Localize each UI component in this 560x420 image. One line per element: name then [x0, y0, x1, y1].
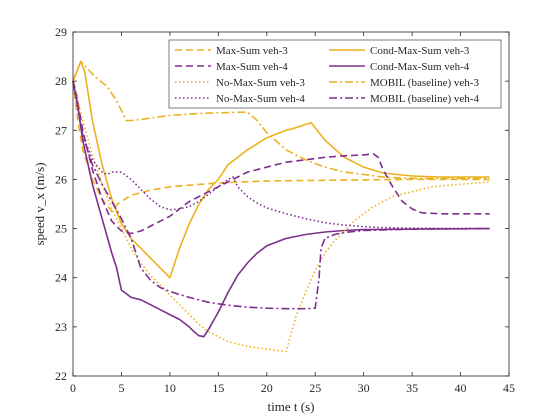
- y-tick-label: 26: [55, 172, 67, 186]
- y-tick-label: 24: [55, 271, 67, 285]
- y-tick-label: 23: [55, 320, 67, 334]
- legend-label: No-Max-Sum veh-3: [216, 77, 305, 89]
- series-line-3: [72, 80, 490, 235]
- x-tick-label: 30: [358, 381, 370, 395]
- series-line-6: [72, 60, 490, 180]
- legend-label: Max-Sum veh-4: [216, 61, 288, 73]
- y-tick-label: 25: [55, 222, 67, 236]
- x-tick-label: 5: [118, 381, 124, 395]
- legend-box: [168, 39, 502, 109]
- y-tick-label: 29: [55, 25, 67, 39]
- x-tick-label: 45: [503, 381, 515, 395]
- x-tick-label: 35: [406, 381, 418, 395]
- series-line-8: [72, 80, 490, 310]
- legend-label: No-Max-Sum veh-4: [216, 93, 305, 105]
- axes-frame: [72, 31, 510, 377]
- legend: Max-Sum veh-3 Cond-Max-Sum veh-3 Max-Sum v…: [168, 39, 502, 109]
- legend-label: MOBIL (baseline) veh-3: [370, 77, 479, 89]
- y-tick-label: 22: [55, 369, 67, 383]
- x-tick-label: 0: [70, 381, 76, 395]
- x-tick-label: 15: [212, 381, 224, 395]
- x-tick-label: 10: [164, 381, 176, 395]
- legend-label: Max-Sum veh-3: [216, 45, 288, 57]
- x-tick-label: 20: [261, 381, 273, 395]
- legend-label: Cond-Max-Sum veh-4: [370, 61, 470, 73]
- series-line-7: [72, 80, 490, 230]
- y-axis-title: speed v_x (m/s): [32, 162, 47, 245]
- y-tick-label: 27: [55, 123, 67, 137]
- legend-label: Cond-Max-Sum veh-3: [370, 45, 470, 57]
- x-axis-title: time t (s): [268, 399, 315, 414]
- series-line-5: [72, 80, 490, 353]
- legend-label: MOBIL (baseline) veh-4: [370, 93, 479, 105]
- x-tick-label: 25: [309, 381, 321, 395]
- x-tick-label: 40: [455, 381, 467, 395]
- axes: 0 5 10 15 20 25 30 35 40 45 22 23 24 25 26 27 28 29: [55, 25, 515, 395]
- plot-area: [72, 60, 490, 353]
- series-line-4: [72, 80, 490, 338]
- y-tick-label: 28: [55, 74, 67, 88]
